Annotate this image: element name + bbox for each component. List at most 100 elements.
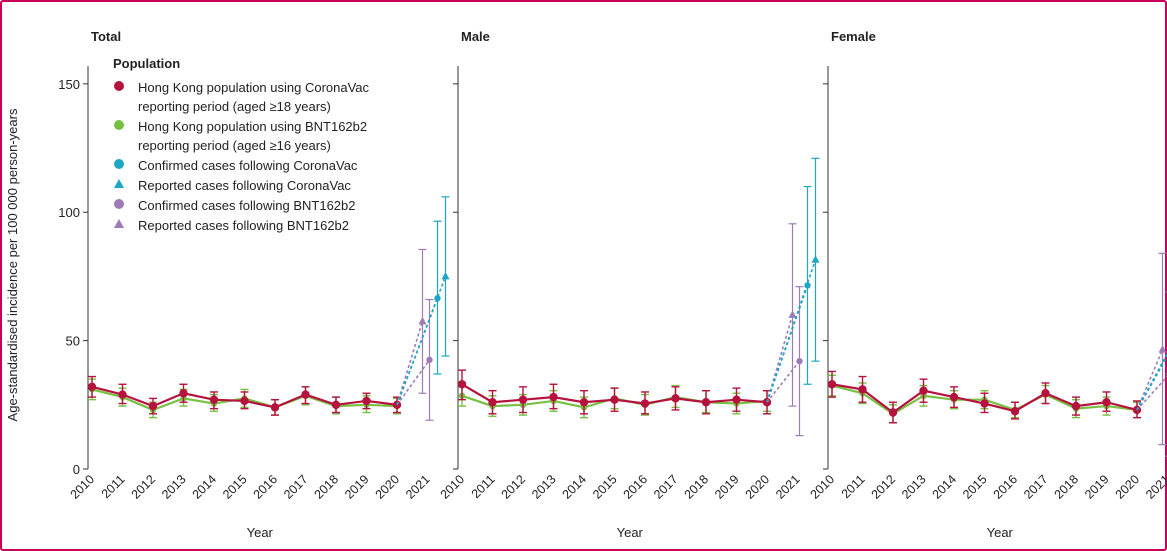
- x-tick-label: 2016: [991, 472, 1021, 502]
- data-point: [671, 394, 680, 403]
- data-point: [362, 396, 371, 406]
- x-tick-label: 2012: [869, 472, 899, 502]
- dashed-connector: [766, 259, 817, 403]
- dashed-connector: [1136, 375, 1167, 411]
- y-axis-label: Age-standardised incidence per 100 000 p…: [5, 108, 20, 421]
- data-point: [118, 390, 127, 399]
- y-tick-label: 100: [58, 205, 80, 220]
- x-tick-label: 2018: [1052, 472, 1082, 502]
- data-point-triangle: [811, 255, 820, 263]
- legend-label: Confirmed cases following BNT162b2: [138, 198, 356, 213]
- x-tick-label: 2012: [129, 472, 159, 502]
- data-point: [87, 382, 97, 392]
- y-tick-label: 50: [66, 334, 80, 349]
- x-tick-label: 2020: [373, 472, 403, 502]
- legend-marker-circle: [114, 199, 124, 209]
- data-point: [919, 386, 928, 395]
- x-tick-label: 2018: [682, 472, 712, 502]
- legend-label: Reported cases following CoronaVac: [138, 178, 351, 193]
- data-point: [888, 408, 898, 417]
- x-tick-label: 2011: [839, 472, 868, 501]
- x-tick-label: 2014: [930, 472, 960, 502]
- data-point: [640, 399, 650, 408]
- x-tick-label: 2016: [251, 472, 281, 502]
- x-tick-label: 2013: [159, 472, 189, 502]
- x-tick-label: 2019: [1082, 472, 1112, 502]
- legend-label: Hong Kong population using BNT162b2: [138, 119, 367, 134]
- data-point-triangle: [1158, 345, 1167, 353]
- panel-title-female: Female: [831, 29, 876, 44]
- x-tick-label: 2021: [403, 472, 433, 502]
- x-tick-label: 2018: [312, 472, 342, 502]
- x-tick-label: 2020: [743, 472, 773, 502]
- dashed-connector: [766, 314, 794, 403]
- data-point: [1102, 398, 1111, 407]
- data-point: [457, 380, 467, 389]
- x-axis-label: Year: [987, 525, 1014, 540]
- data-point-triangle: [441, 271, 450, 280]
- data-point: [949, 392, 959, 402]
- x-axis-label: Year: [247, 525, 274, 540]
- x-tick-label: 2013: [529, 472, 559, 502]
- x-tick-label: 2015: [590, 472, 620, 502]
- data-point: [1010, 407, 1020, 416]
- x-tick-label: 2017: [1021, 472, 1051, 502]
- x-tick-label: 2020: [1113, 472, 1143, 502]
- data-point: [1041, 389, 1050, 398]
- data-point: [701, 398, 711, 407]
- data-point: [179, 389, 188, 398]
- data-point: [240, 396, 249, 406]
- data-point: [426, 356, 433, 364]
- x-tick-label: 2021: [1143, 472, 1167, 502]
- data-point: [980, 399, 989, 408]
- legend-label: Reported cases following BNT162b2: [138, 218, 349, 233]
- dashed-connector: [396, 359, 431, 406]
- x-tick-label: 2012: [499, 472, 529, 502]
- x-tick-label: 2019: [712, 472, 742, 502]
- x-tick-label: 2011: [469, 472, 498, 501]
- y-tick-label: 0: [73, 462, 80, 477]
- data-point: [610, 395, 619, 404]
- data-point: [488, 398, 497, 407]
- x-tick-label: 2011: [99, 472, 128, 501]
- x-tick-label: 2010: [438, 472, 468, 502]
- legend-marker-triangle: [114, 179, 124, 188]
- data-point: [732, 395, 741, 404]
- legend-label: reporting period (aged ≥18 years): [138, 99, 331, 114]
- legend-marker-circle: [114, 120, 124, 130]
- data-point: [858, 385, 867, 394]
- legend-marker-triangle: [114, 219, 124, 228]
- data-point: [579, 398, 589, 407]
- data-point-triangle: [418, 316, 427, 325]
- x-axis-label: Year: [617, 525, 644, 540]
- data-point: [796, 357, 803, 365]
- dashed-connector: [396, 276, 447, 406]
- x-tick-label: 2014: [560, 472, 590, 502]
- data-point: [827, 380, 837, 389]
- data-point: [209, 395, 219, 404]
- legend-marker-circle: [114, 159, 124, 169]
- data-point-triangle: [788, 310, 797, 318]
- legend-marker-circle: [114, 81, 124, 91]
- y-tick-label: 150: [58, 77, 80, 92]
- data-point: [331, 400, 341, 410]
- x-tick-label: 2021: [773, 472, 803, 502]
- x-tick-label: 2019: [342, 472, 372, 502]
- data-point: [549, 392, 558, 402]
- x-tick-label: 2015: [960, 472, 990, 502]
- legend-label: Confirmed cases following CoronaVac: [138, 158, 358, 173]
- data-point: [270, 403, 280, 412]
- x-tick-label: 2017: [651, 472, 681, 502]
- data-point: [148, 401, 158, 411]
- data-point: [1071, 401, 1081, 411]
- legend-label: Hong Kong population using CoronaVac: [138, 80, 370, 95]
- x-tick-label: 2017: [281, 472, 311, 502]
- dashed-connector: [766, 360, 801, 403]
- x-tick-label: 2015: [220, 472, 250, 502]
- dashed-connector: [396, 321, 424, 406]
- x-tick-label: 2016: [621, 472, 651, 502]
- data-point: [301, 390, 310, 399]
- panel-title-male: Male: [461, 29, 490, 44]
